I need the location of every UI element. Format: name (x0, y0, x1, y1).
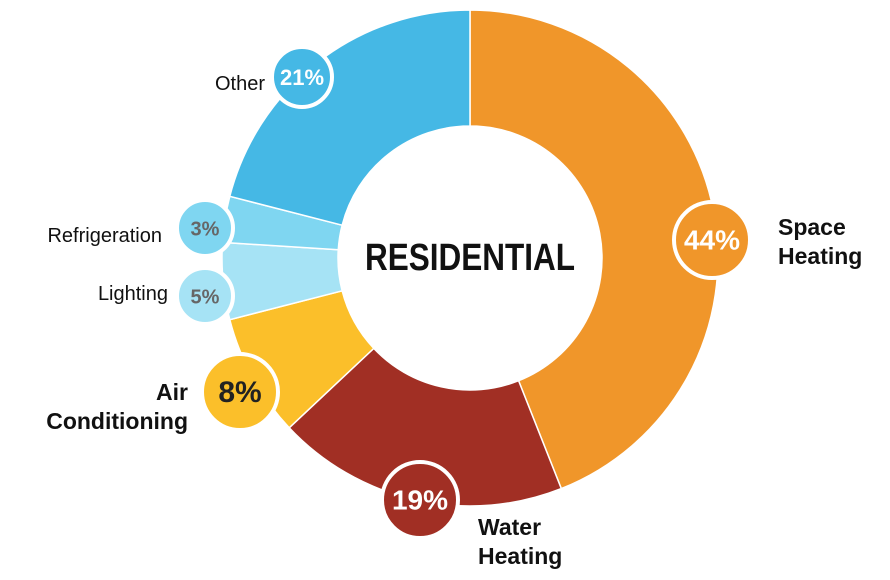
badge (175, 266, 235, 326)
value-label: 44% (684, 224, 740, 255)
badge (200, 352, 280, 432)
value-label: 19% (392, 484, 448, 515)
slice (469, 9, 719, 490)
badge (672, 200, 752, 280)
value-label: 3% (191, 218, 220, 240)
value-label: 21% (280, 65, 324, 90)
category-label: Refrigeration (47, 225, 162, 247)
badge (270, 45, 334, 109)
category-label: Water Heating (478, 514, 563, 569)
slice (288, 347, 563, 507)
slice (228, 9, 471, 227)
value-label: 8% (218, 376, 261, 409)
category-label: Air Conditioning (46, 379, 188, 434)
category-label: Other (214, 73, 265, 95)
center-title: RESIDENTIAL (365, 237, 575, 279)
badge (380, 460, 460, 540)
category-label: Space Heating (778, 214, 863, 269)
value-label: 5% (191, 286, 220, 308)
category-label: Lighting (97, 283, 168, 305)
badge (175, 198, 235, 258)
